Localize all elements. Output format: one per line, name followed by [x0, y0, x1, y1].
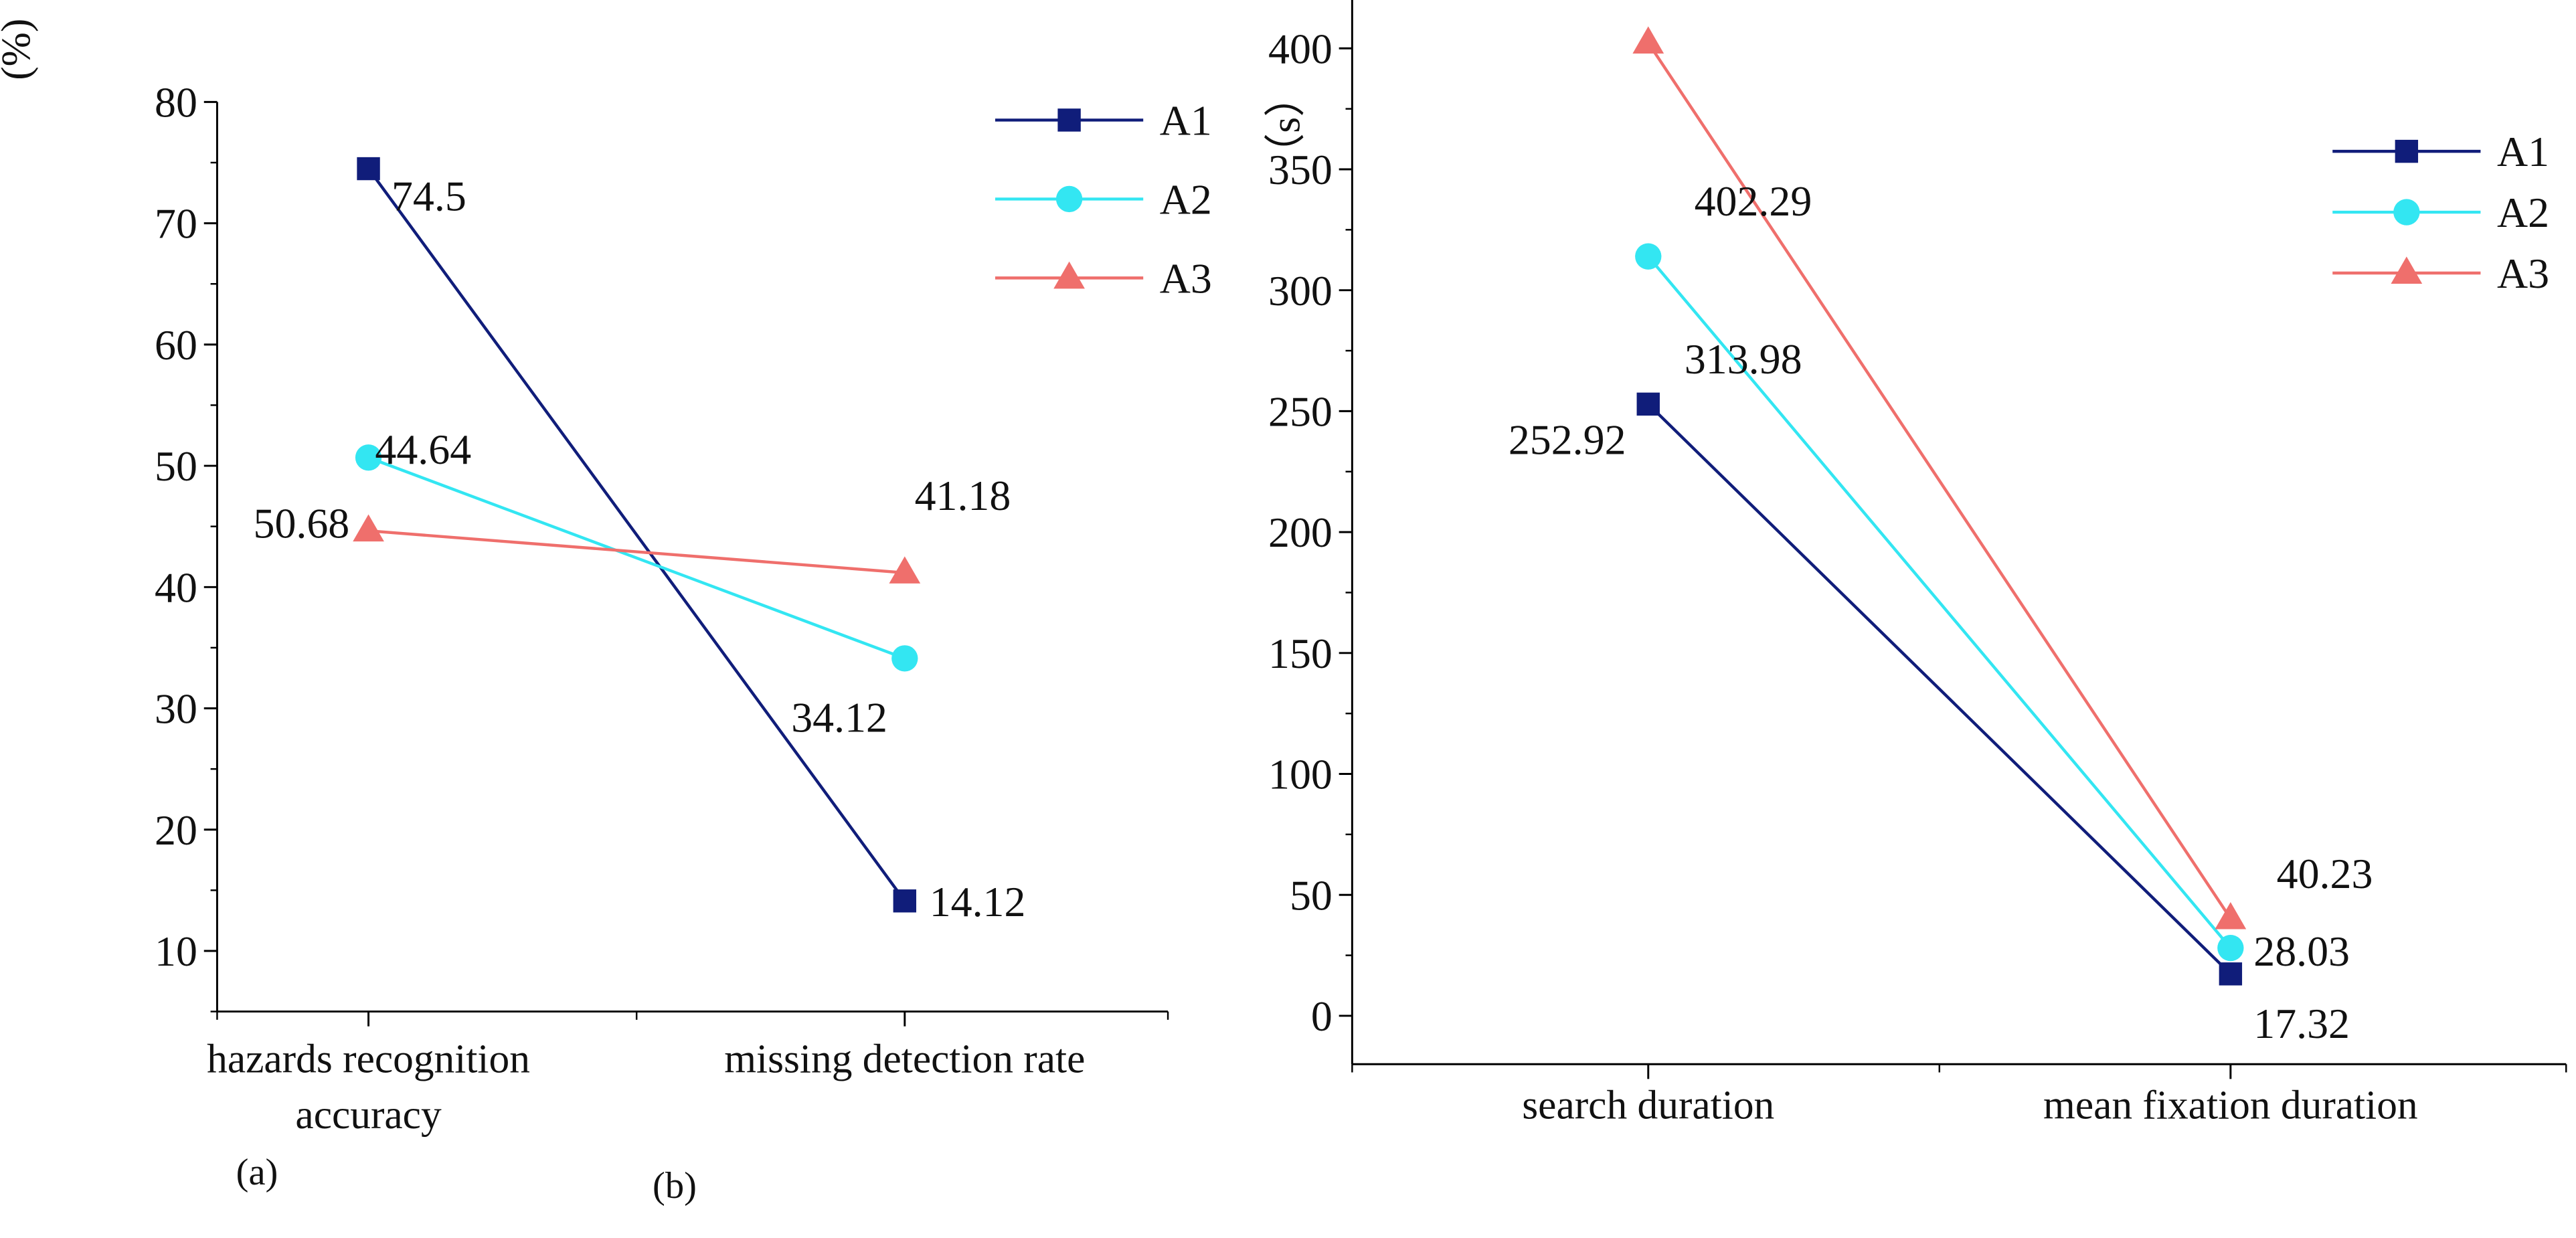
x-category-label: hazards recognition	[207, 1037, 530, 1082]
legend-item-a1[interactable]: A1	[2332, 128, 2549, 175]
y-tick-label: 400	[1268, 25, 1333, 72]
y-tick-label: 150	[1268, 630, 1333, 677]
legend-item-a3[interactable]: A3	[995, 254, 1212, 302]
data-point-a2-1	[1635, 243, 1662, 270]
data-label: 50.68	[254, 500, 350, 547]
data-point-a2-2	[891, 645, 918, 672]
chart-scale-group: 0 50 100 150 200 250 300 350 400 search duration m…	[653, 0, 2567, 1207]
data-label: 41.18	[915, 472, 1011, 519]
chart-scale-group: 10 20 30 40 50 60 70 80 hazards recognition accur…	[0, 19, 1212, 1193]
data-point-a1-2	[2219, 962, 2243, 986]
y-tick-label: 350	[1268, 146, 1333, 193]
x-category-label: mean fixation duration	[2043, 1082, 2418, 1128]
series-line-a1	[367, 167, 906, 902]
data-point-a2-1	[355, 444, 382, 471]
series-line-a1	[1647, 403, 2232, 975]
x-category-label: accuracy	[295, 1092, 442, 1138]
legend-label: A1	[2497, 128, 2549, 175]
data-label: 34.12	[791, 694, 887, 741]
data-label: 17.32	[2253, 1000, 2350, 1047]
data-label: 252.92	[1509, 416, 1626, 463]
legend-label: A2	[1160, 176, 1212, 224]
series-line-a2	[367, 456, 906, 660]
y-tick-label: 30	[155, 685, 197, 733]
legend-marker	[2393, 199, 2420, 226]
y-tick-label: 300	[1268, 267, 1333, 315]
data-point-a3-2	[2215, 901, 2247, 930]
y-tick-label: 50	[155, 442, 197, 490]
y-tick-label: 250	[1268, 388, 1333, 436]
y-axis-unit-label: （s）	[1264, 76, 1309, 174]
data-label: 44.64	[375, 426, 471, 473]
y-tick-label: 0	[1311, 992, 1333, 1040]
data-point-a3-2	[889, 556, 921, 584]
legend-item-a3[interactable]: A3	[2332, 250, 2549, 297]
series-line-a3	[1646, 41, 2232, 919]
data-label: 14.12	[930, 878, 1026, 925]
series-line-a3	[368, 529, 905, 575]
legend-label: A2	[2497, 189, 2549, 236]
y-tick-label: 80	[155, 79, 197, 126]
data-point-a2-2	[2217, 934, 2244, 962]
y-tick-label: 20	[155, 806, 197, 854]
data-point-a3-1	[353, 514, 384, 542]
data-label: 402.29	[1695, 177, 1812, 225]
y-tick-label: 60	[155, 321, 197, 369]
legend-marker	[1053, 261, 1085, 289]
y-tick-label: 10	[155, 927, 197, 975]
y-tick-label: 50	[1290, 871, 1333, 919]
data-label: 313.98	[1685, 335, 1802, 383]
data-point-a1-1	[1636, 392, 1660, 416]
y-tick-label: 70	[155, 200, 197, 248]
legend-item-a2[interactable]: A2	[2332, 189, 2549, 236]
legend-marker	[2391, 256, 2423, 284]
y-tick-label: 40	[155, 563, 197, 611]
chart-a: 10 20 30 40 50 60 70 80 hazards recognition accur…	[0, 19, 1212, 1193]
legend-label: A1	[1160, 97, 1212, 145]
x-category-label: missing detection rate	[724, 1037, 1085, 1082]
legend-marker	[2395, 139, 2419, 163]
data-point-a3-1	[1632, 26, 1664, 54]
chart-caption: (b)	[653, 1165, 697, 1207]
legend-label: A3	[2497, 250, 2549, 297]
data-label: 74.5	[392, 173, 466, 220]
legend-label: A3	[1160, 254, 1212, 302]
data-label: 28.03	[2253, 927, 2350, 975]
data-label: 40.23	[2277, 850, 2373, 897]
series-line-a2	[1647, 255, 2232, 950]
data-point-a1-1	[357, 157, 380, 181]
data-point-a1-2	[893, 889, 917, 913]
legend-marker	[1057, 108, 1081, 132]
y-axis-unit-label: (%)	[0, 19, 39, 80]
chart-caption: (a)	[236, 1152, 278, 1193]
y-tick-label: 100	[1268, 751, 1333, 798]
legend-item-a1[interactable]: A1	[995, 97, 1212, 145]
legend-item-a2[interactable]: A2	[995, 176, 1212, 224]
x-category-label: search duration	[1522, 1082, 1774, 1128]
y-tick-label: 200	[1268, 509, 1333, 556]
chart-b: 0 50 100 150 200 250 300 350 400 search duration m…	[653, 0, 2567, 1207]
legend-marker	[1055, 185, 1083, 213]
